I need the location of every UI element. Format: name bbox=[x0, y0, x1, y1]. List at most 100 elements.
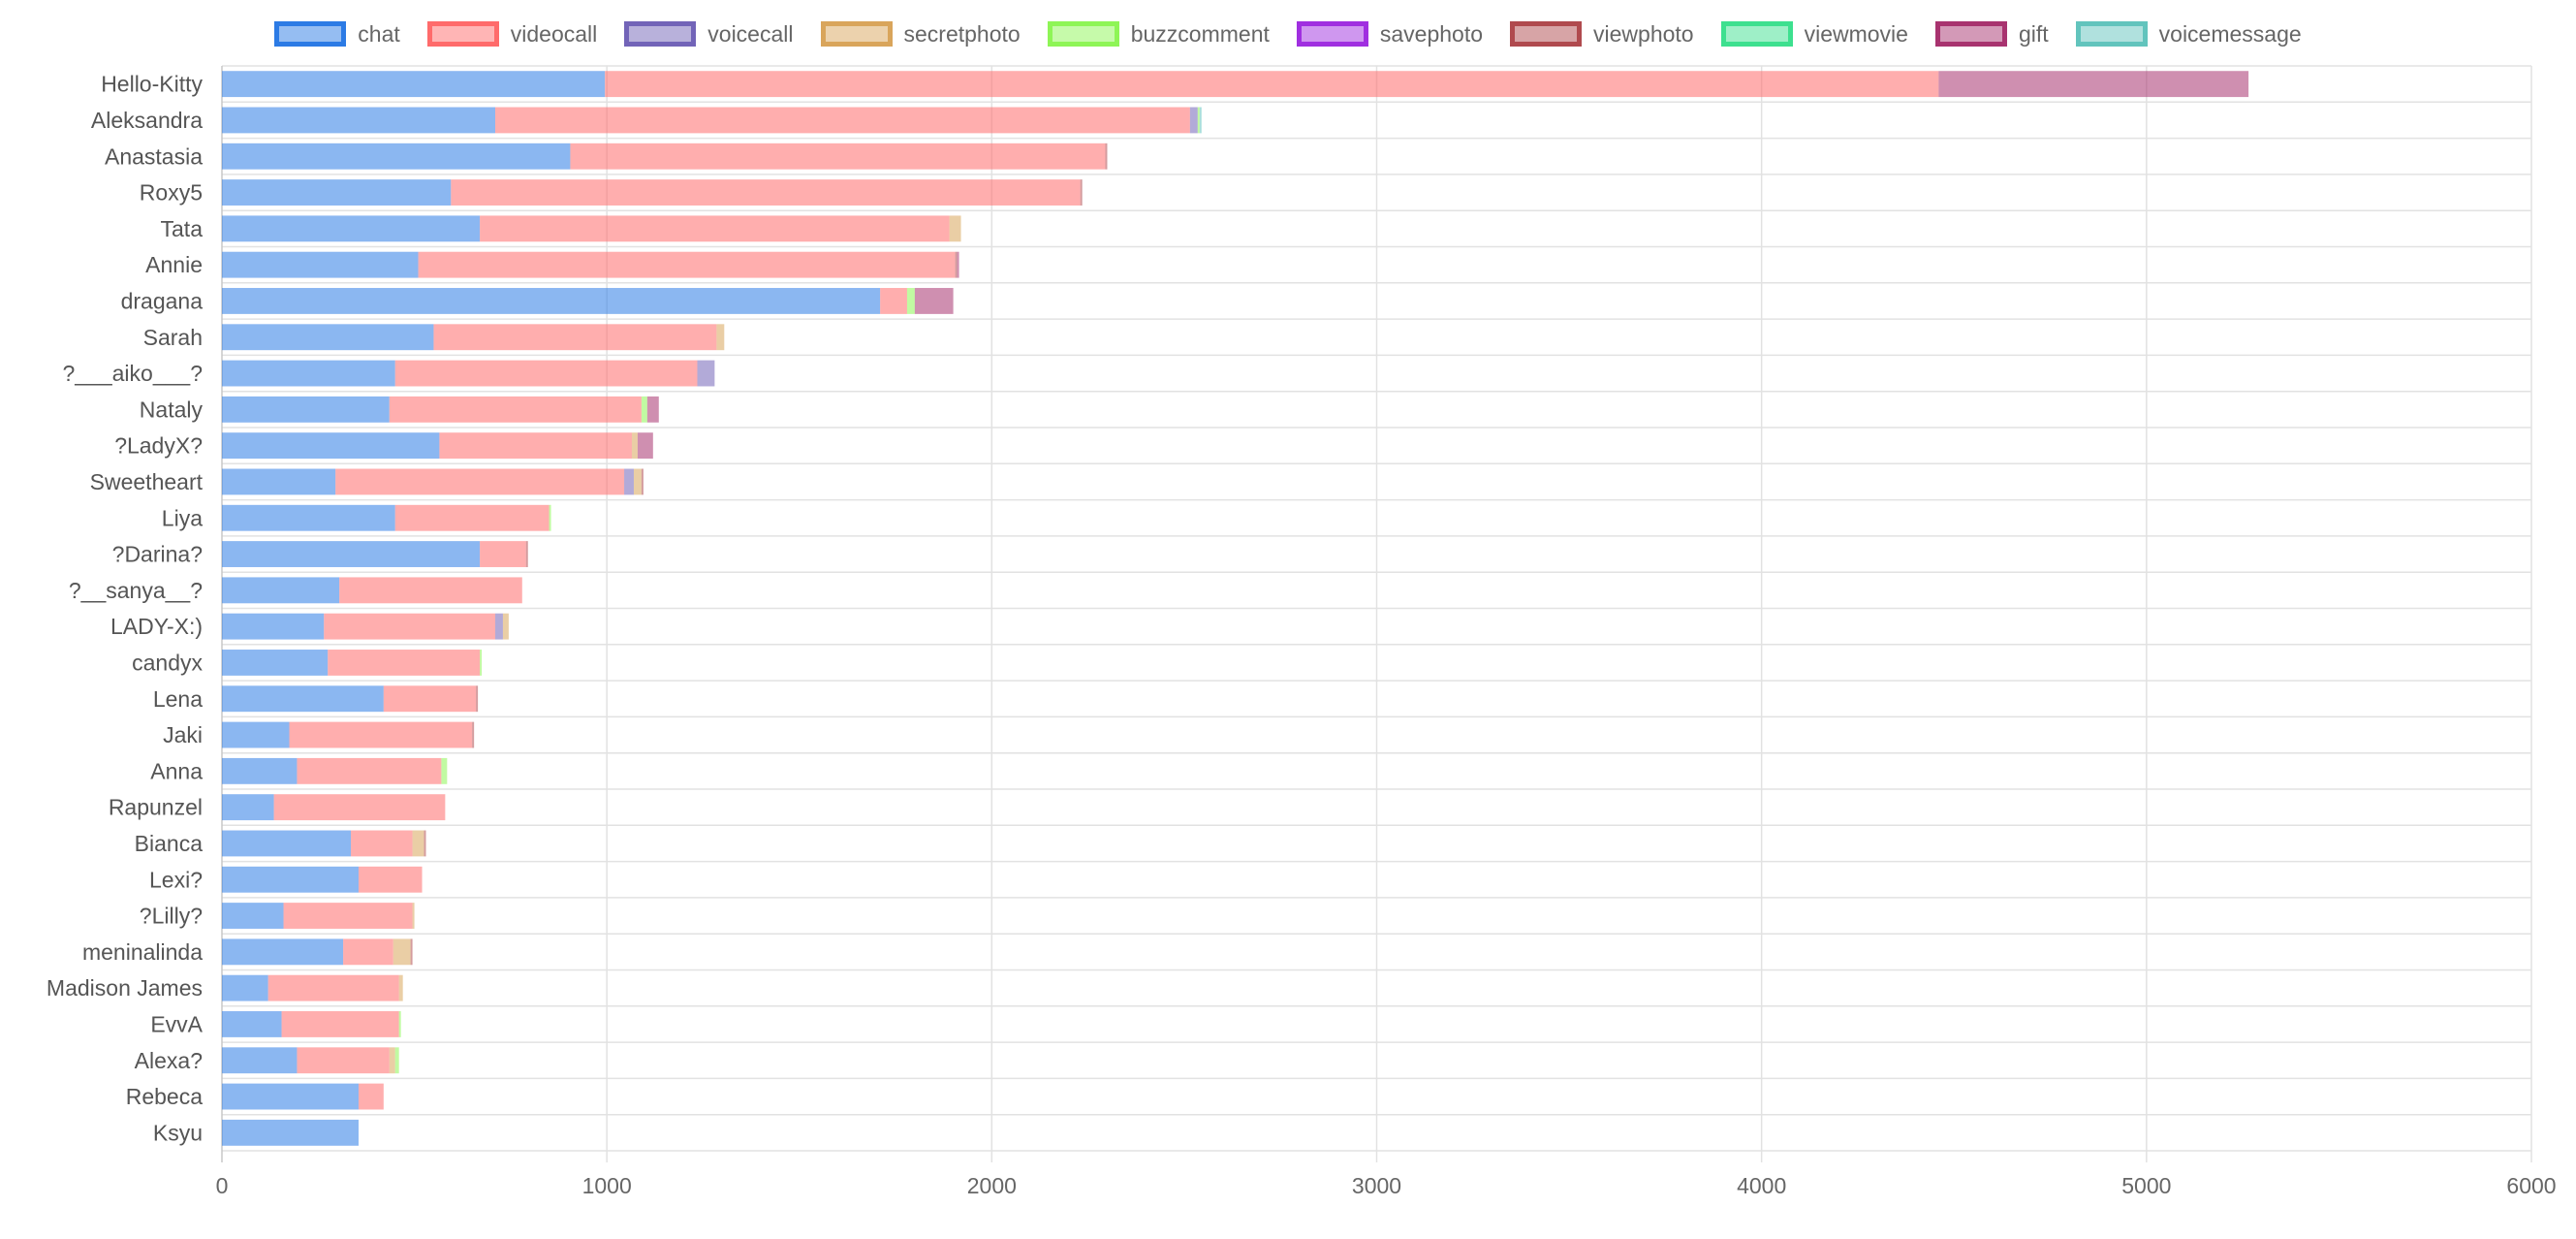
bar-segment-videocall bbox=[343, 938, 393, 966]
bar-segment-chat bbox=[222, 324, 434, 351]
bar-segment-buzzcomment bbox=[906, 288, 915, 314]
legend-swatch bbox=[820, 21, 893, 47]
bar-segment-videocall bbox=[480, 215, 950, 242]
bar-segment-chat bbox=[222, 794, 274, 821]
bar-segment-secretphoto bbox=[949, 215, 961, 242]
legend-swatch bbox=[1047, 21, 1119, 47]
bar-segment-buzzcomment bbox=[480, 650, 483, 676]
y-tick-label: Anna bbox=[150, 758, 203, 783]
y-tick-label: LADY-X:) bbox=[110, 614, 203, 639]
legend-item-voicemessage[interactable]: voicemessage bbox=[2075, 21, 2302, 48]
legend-label: videocall bbox=[510, 20, 598, 47]
y-tick-label: Annie bbox=[145, 252, 203, 277]
y-tick-label: Bianca bbox=[135, 831, 204, 856]
legend-item-savephoto[interactable]: savephoto bbox=[1296, 20, 1484, 48]
bar-segment-videocall bbox=[358, 866, 423, 893]
bar-segment-videocall bbox=[605, 71, 1939, 98]
legend-swatch bbox=[2075, 21, 2148, 47]
x-tick-label: 2000 bbox=[967, 1173, 1017, 1198]
x-tick-label: 5000 bbox=[2121, 1173, 2171, 1198]
legend-item-videocall[interactable]: videocall bbox=[426, 20, 598, 48]
bar-segment-videocall bbox=[880, 288, 907, 314]
bar-segment-viewphoto bbox=[472, 721, 475, 748]
bar-segment-videocall bbox=[570, 143, 1106, 170]
bar-segment-videocall bbox=[439, 432, 632, 460]
y-tick-label: dragana bbox=[121, 288, 204, 313]
y-tick-label: Ksyu bbox=[153, 1120, 203, 1145]
legend-item-voicecall[interactable]: voicecall bbox=[624, 21, 794, 48]
legend-item-gift[interactable]: gift bbox=[1934, 20, 2049, 48]
bar-segment-videocall bbox=[273, 794, 446, 821]
bar-segment-videocall bbox=[335, 468, 625, 495]
legend-item-buzzcomment[interactable]: buzzcomment bbox=[1047, 20, 1270, 48]
legend-item-viewphoto[interactable]: viewphoto bbox=[1510, 21, 1694, 48]
bar-segment-chat bbox=[222, 721, 290, 748]
bar-segment-videocall bbox=[351, 830, 413, 857]
bar-segment-chat bbox=[222, 685, 384, 713]
legend-label: buzzcomment bbox=[1130, 20, 1270, 47]
legend-label: secretphoto bbox=[903, 20, 1021, 47]
bar-segment-chat bbox=[222, 903, 284, 929]
bar-segment-videocall bbox=[394, 360, 698, 387]
bar-segment-voicecall bbox=[1189, 107, 1198, 134]
y-tick-label: ?LadyX? bbox=[114, 433, 203, 459]
bar-segment-buzzcomment bbox=[549, 504, 551, 531]
bar-segment-chat bbox=[222, 541, 481, 567]
y-tick-label: Liya bbox=[162, 505, 203, 530]
bar-segment-chat bbox=[222, 866, 359, 893]
bar-segment-chat bbox=[222, 107, 495, 134]
bar-segment-buzzcomment bbox=[394, 1047, 399, 1074]
legend-item-chat[interactable]: chat bbox=[274, 21, 400, 48]
y-tick-label: ?Darina? bbox=[112, 542, 203, 567]
y-tick-label: Lena bbox=[153, 686, 203, 712]
legend-label: gift bbox=[2018, 20, 2049, 47]
y-tick-label: ?Lilly? bbox=[140, 904, 203, 929]
y-tick-label: Hello-Kitty bbox=[101, 72, 203, 97]
y-tick-label: Roxy5 bbox=[140, 180, 203, 206]
y-tick-label: meninalinda bbox=[82, 939, 203, 965]
bar-segment-videocall bbox=[494, 107, 1190, 134]
x-tick-label: 4000 bbox=[1737, 1173, 1786, 1198]
x-tick-label: 6000 bbox=[2506, 1173, 2556, 1198]
bar-segment-chat bbox=[222, 468, 336, 495]
bar-segment-videocall bbox=[383, 685, 477, 713]
bar-segment-buzzcomment bbox=[1197, 107, 1200, 134]
bar-segment-secretphoto bbox=[412, 903, 415, 929]
y-tick-label: Jaki bbox=[163, 722, 203, 747]
bar-segment-chat bbox=[222, 215, 481, 242]
bar-segment-voicecall bbox=[494, 613, 503, 640]
bar-segment-chat bbox=[222, 938, 344, 966]
bar-segment-videocall bbox=[451, 179, 1081, 206]
bar-segment-voicemessage bbox=[1199, 107, 1202, 134]
bar-segment-chat bbox=[222, 71, 606, 98]
legend-swatch bbox=[624, 21, 697, 47]
legend-label: savephoto bbox=[1379, 20, 1484, 47]
bar-segment-chat bbox=[222, 1047, 298, 1074]
bar-segment-videocall bbox=[389, 396, 642, 423]
bar-segment-gift bbox=[914, 288, 954, 314]
y-tick-label: EvvA bbox=[150, 1011, 203, 1036]
bar-segment-viewphoto bbox=[424, 830, 426, 857]
legend-label: viewphoto bbox=[1593, 20, 1694, 47]
legend-item-secretphoto[interactable]: secretphoto bbox=[820, 20, 1021, 48]
chart-legend: chat videocall voicecall secretphoto buzzcom… bbox=[0, 0, 2576, 68]
y-tick-label: Nataly bbox=[140, 397, 204, 422]
bar-segment-chat bbox=[222, 360, 395, 387]
bar-segment-secretphoto bbox=[398, 974, 403, 1001]
bar-segment-chat bbox=[222, 504, 395, 531]
bar-segment-viewphoto bbox=[1080, 179, 1083, 206]
legend-item-viewmovie[interactable]: viewmovie bbox=[1720, 21, 1908, 48]
bar-segment-secretphoto bbox=[393, 938, 411, 966]
bar-segment-chat bbox=[222, 613, 325, 640]
bar-segment-videocall bbox=[289, 721, 473, 748]
y-tick-label: Rebeca bbox=[126, 1084, 203, 1109]
x-tick-label: 3000 bbox=[1352, 1173, 1401, 1198]
y-tick-label: candyx bbox=[132, 650, 203, 675]
bar-segment-chat bbox=[222, 577, 340, 604]
bar-segment-viewphoto bbox=[1105, 143, 1108, 170]
bar-segment-chat bbox=[222, 143, 571, 170]
bar-segment-chat bbox=[222, 396, 390, 423]
y-tick-label: Aleksandra bbox=[91, 108, 203, 133]
y-tick-label: Alexa? bbox=[135, 1048, 203, 1073]
